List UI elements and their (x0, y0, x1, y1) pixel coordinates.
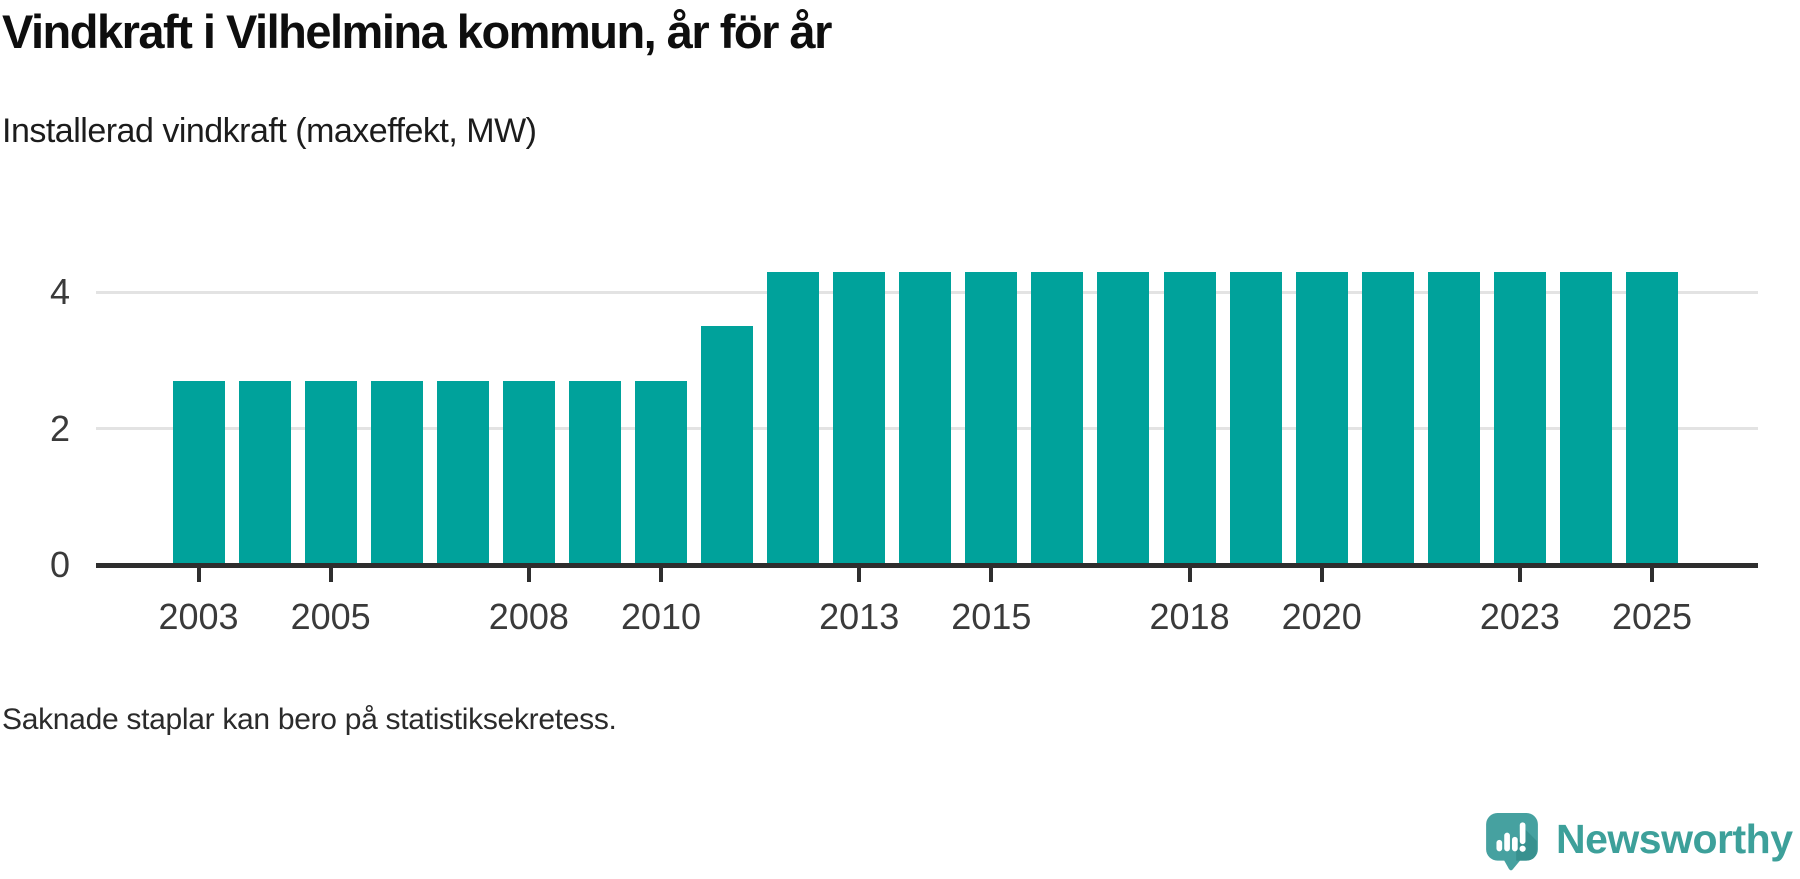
x-axis-tick-2020 (1319, 568, 1324, 582)
x-axis-tick-label: 2015 (951, 596, 1032, 637)
bar-2008 (502, 380, 555, 565)
x-axis-tick-2003 (196, 568, 201, 582)
logo-chart-bar-1 (1496, 839, 1503, 852)
bar-2020 (1295, 271, 1348, 565)
bar-2010 (634, 380, 687, 565)
y-axis-tick-label: 2 (49, 407, 70, 449)
bar-2005 (304, 380, 357, 565)
x-axis-tick-label: 2025 (1611, 596, 1693, 637)
bar-2017 (1097, 271, 1150, 565)
bar-2016 (1031, 271, 1084, 565)
newsworthy-logo-icon (1486, 813, 1538, 871)
x-axis-tick-label: 2005 (290, 596, 371, 637)
bar-2014 (899, 271, 952, 565)
bar-2023 (1493, 271, 1546, 565)
bar-2021 (1361, 271, 1414, 565)
logo-exclamation-dot (1519, 845, 1526, 852)
x-axis-tick-label: 2010 (620, 596, 702, 637)
bar-2018 (1163, 271, 1216, 565)
bar-2019 (1229, 271, 1282, 565)
brand-logo: Newsworthy (1486, 813, 1793, 871)
x-axis-tick-2023 (1517, 568, 1522, 582)
chart-subtitle: Installerad vindkraft (maxeffekt, MW) (2, 112, 537, 150)
x-axis-tick-2025 (1650, 568, 1655, 582)
x-axis-tick-2010 (658, 568, 663, 582)
bar-2007 (436, 380, 489, 565)
logo-bubble-tail (1503, 859, 1521, 871)
y-axis-tick-label: 0 (49, 544, 70, 585)
logo-exclamation-stem (1519, 822, 1526, 845)
logo-chart-bar-3 (1512, 836, 1518, 852)
x-axis-tick-label: 2003 (158, 596, 239, 637)
bar-2025 (1626, 271, 1679, 565)
chart-title: Vindkraft i Vilhelmina kommun, år för år (2, 5, 832, 58)
bar-2015 (965, 271, 1018, 565)
y-axis-tick-label: 4 (49, 271, 70, 313)
x-axis-tick-label: 2018 (1149, 596, 1230, 637)
footnote: Saknade staplar kan bero på statistiksek… (2, 703, 617, 736)
x-axis-tick-2015 (989, 568, 994, 582)
logo-chart-bar-2 (1504, 832, 1510, 852)
bar-2006 (370, 380, 423, 565)
x-axis-tick-label: 2008 (488, 596, 569, 637)
bar-2022 (1427, 271, 1480, 565)
bar-2004 (238, 380, 291, 565)
x-axis-tick-2018 (1187, 568, 1192, 582)
x-axis-line (96, 563, 1758, 568)
bar-2024 (1559, 271, 1612, 565)
x-axis-tick-2008 (526, 568, 531, 582)
x-axis-tick-label: 2020 (1281, 596, 1362, 637)
brand-wordmark: Newsworthy (1556, 816, 1793, 862)
x-axis-tick-2005 (328, 568, 333, 582)
bar-2009 (568, 380, 621, 565)
bar-2011 (701, 326, 754, 565)
x-axis-tick-label: 2023 (1479, 596, 1560, 637)
x-axis-tick-label: 2013 (819, 596, 900, 637)
x-axis-tick-2013 (857, 568, 862, 582)
bar-2003 (172, 380, 225, 565)
bar-2012 (767, 271, 820, 565)
bar-2013 (833, 271, 886, 565)
